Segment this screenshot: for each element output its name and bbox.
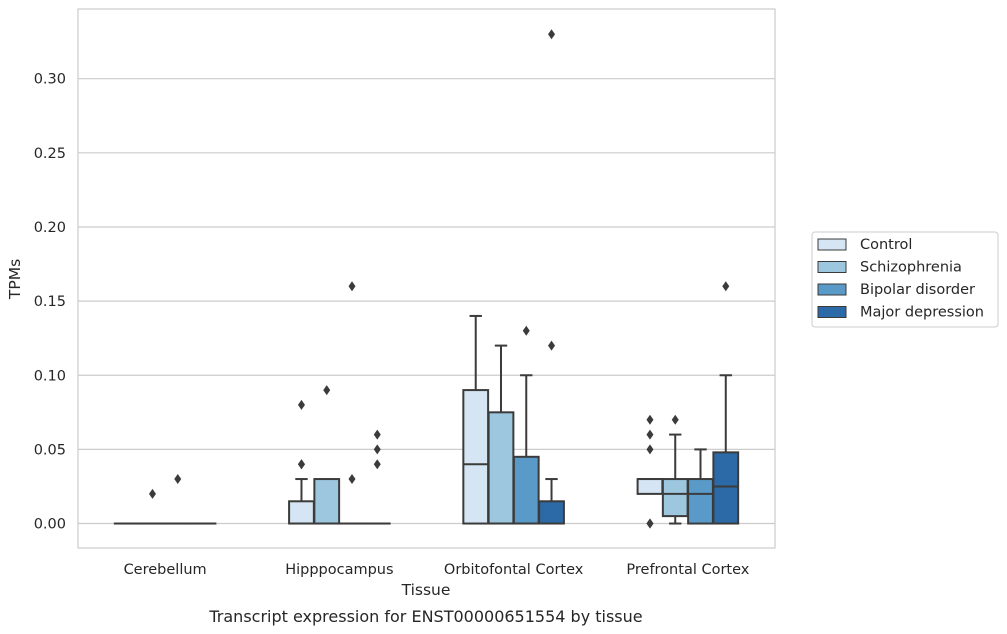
- x-tick-label: Orbitofontal Cortex: [444, 562, 584, 578]
- box-body: [462, 389, 490, 525]
- outlier-point: [348, 281, 356, 292]
- box-1-1: [313, 385, 341, 525]
- y-tick-label: 0.20: [34, 220, 66, 236]
- outlier-point: [297, 459, 305, 470]
- y-tick-label: 0.10: [34, 368, 66, 384]
- x-axis-label: Tissue: [401, 581, 451, 599]
- y-axis-ticks: 0.00 0.05 0.10 0.15 0.20 0.25 0.30: [34, 72, 66, 533]
- x-tick-label: Hipppocampus: [285, 562, 393, 578]
- outlier-point: [323, 385, 331, 396]
- box-2-2: [512, 325, 540, 525]
- box-3-3: [712, 281, 740, 525]
- y-tick-label: 0.25: [34, 146, 66, 162]
- outlier-point: [548, 340, 556, 351]
- box-body: [661, 478, 689, 518]
- legend-swatch: [817, 306, 847, 318]
- box-body: [288, 500, 315, 525]
- y-axis-label: TPMs: [6, 259, 24, 300]
- box-series-layer: [113, 29, 740, 529]
- outlier-point: [522, 325, 530, 336]
- box-body: [512, 455, 540, 525]
- box-body: [538, 500, 565, 525]
- box-2-3: [538, 29, 565, 525]
- outlier-point: [548, 29, 556, 40]
- box-3-2: [687, 448, 714, 525]
- y-tick-label: 0.00: [34, 517, 66, 533]
- y-tick-label: 0.05: [34, 442, 66, 458]
- plot-area-frame: [77, 8, 776, 549]
- legend-label: Bipolar disorder: [860, 282, 975, 298]
- legend-frame: [811, 231, 999, 328]
- x-tick-label: Cerebellum: [124, 562, 207, 578]
- legend-swatch: [817, 261, 847, 273]
- box-body: [712, 451, 740, 525]
- legend-item: Control: [817, 237, 912, 253]
- outlier-point: [174, 474, 182, 485]
- legend: Control Schizophrenia Bipolar disorder Majo…: [811, 231, 999, 328]
- legend-swatch: [817, 238, 847, 251]
- box-1-2: [338, 281, 366, 525]
- outlier-point: [373, 429, 381, 440]
- outlier-point: [671, 414, 679, 425]
- legend-item: Major depression: [817, 305, 984, 321]
- box-0-1: [139, 488, 166, 525]
- x-tick-label: Prefrontal Cortex: [626, 562, 749, 578]
- outlier-point: [646, 414, 654, 425]
- box-3-1: [661, 414, 689, 525]
- box-body: [687, 478, 714, 525]
- outlier-point: [373, 459, 381, 470]
- box-body: [487, 411, 515, 525]
- legend-label: Major depression: [860, 305, 984, 321]
- outlier-point: [646, 429, 654, 440]
- y-tick-label: 0.15: [34, 294, 66, 310]
- legend-label: Control: [860, 237, 912, 253]
- legend-item: Bipolar disorder: [817, 282, 975, 298]
- box-2-0: [462, 314, 490, 525]
- legend-item: Schizophrenia: [817, 260, 962, 276]
- outlier-point: [646, 444, 654, 455]
- y-tick-label: 0.30: [34, 72, 66, 88]
- box-2-1: [487, 344, 515, 525]
- outlier-point: [646, 518, 654, 529]
- box-0-2: [164, 474, 192, 525]
- outlier-point: [297, 399, 305, 410]
- outlier-point: [373, 444, 381, 455]
- figure-caption: Transcript expression for ENST0000065155…: [208, 607, 642, 626]
- box-body: [636, 478, 664, 495]
- legend-swatch: [817, 283, 847, 296]
- x-axis-ticks: Cerebellum Hipppocampus Orbitofontal Corte…: [124, 562, 750, 578]
- outlier-point: [148, 488, 156, 499]
- box-body: [313, 478, 341, 525]
- box-3-0: [636, 414, 664, 529]
- legend-label: Schizophrenia: [860, 260, 962, 276]
- outlier-point: [722, 281, 730, 292]
- box-1-3: [363, 429, 391, 525]
- outlier-point: [348, 474, 356, 485]
- box-1-0: [288, 399, 315, 525]
- grid-lines: [78, 78, 775, 525]
